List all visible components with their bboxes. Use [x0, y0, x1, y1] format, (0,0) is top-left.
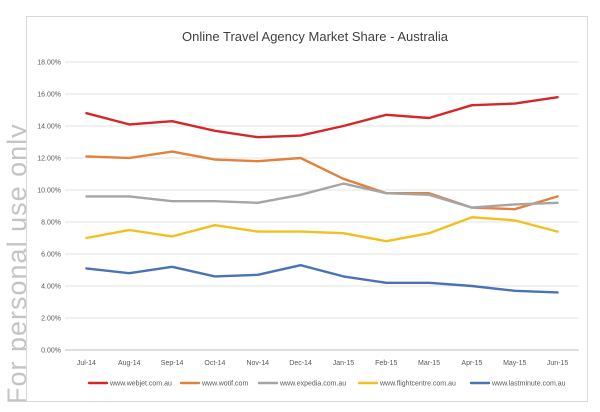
y-axis-tick-labels: 0.00% 2.00% 4.00% 6.00% 8.00% 10.00% 12.00% 14.…: [37, 60, 61, 355]
y-tick-label: 10.00%: [37, 188, 61, 195]
x-tick-label: Jul-14: [77, 360, 96, 367]
x-tick-label: Dec-14: [289, 360, 312, 367]
x-tick-label: Aug-14: [118, 360, 141, 367]
legend-label: www.expedia.com.au: [279, 381, 346, 388]
y-tick-label: 2.00%: [41, 316, 61, 323]
legend-label: www.wotif.com: [201, 381, 248, 388]
y-tick-label: 14.00%: [37, 124, 61, 131]
x-tick-label: Mar-15: [418, 360, 440, 367]
y-tick-label: 8.00%: [41, 220, 61, 227]
x-tick-label: Feb-15: [375, 360, 397, 367]
series-line-www-expedia-com-au: [85, 182, 559, 209]
legend-label: www.flightcentre.com.au: [379, 381, 456, 388]
x-tick-label: Oct-14: [204, 360, 225, 367]
series-line-www-lastminute-com-au: [85, 263, 559, 294]
y-tick-label: 18.00%: [37, 60, 61, 67]
series-line-www-webjet-com-au: [85, 95, 559, 139]
x-tick-label: Jan-15: [333, 360, 355, 367]
y-tick-label: 6.00%: [41, 252, 61, 259]
y-tick-label: 0.00%: [41, 348, 61, 355]
legend: www.webjet.com.au www.wotif.com www.expedi…: [87, 381, 566, 388]
x-axis-tick-labels: Jul-14 Aug-14 Sep-14 Oct-14 Nov-14 Dec-14 Jan-…: [77, 360, 569, 367]
y-tick-label: 4.00%: [41, 284, 61, 291]
y-tick-label: 12.00%: [37, 156, 61, 163]
x-tick-label: Sep-14: [161, 360, 184, 367]
x-tick-label: Jun-15: [547, 360, 569, 367]
legend-label: www.lastminute.com.au: [491, 381, 566, 388]
y-tick-label: 16.00%: [37, 92, 61, 99]
x-tick-label: Nov-14: [246, 360, 269, 367]
x-tick-label: May-15: [503, 360, 526, 367]
line-chart: Online Travel Agency Market Share - Aust…: [37, 29, 579, 388]
x-tick-label: Apr-15: [461, 360, 482, 367]
legend-label: www.webjet.com.au: [109, 381, 172, 388]
series-lines: [85, 95, 559, 294]
chart-frame: Online Travel Agency Market Share - Aust…: [26, 16, 588, 402]
chart-title: Online Travel Agency Market Share - Aust…: [182, 29, 449, 44]
series-line-www-flightcentre-com-au: [85, 215, 559, 243]
